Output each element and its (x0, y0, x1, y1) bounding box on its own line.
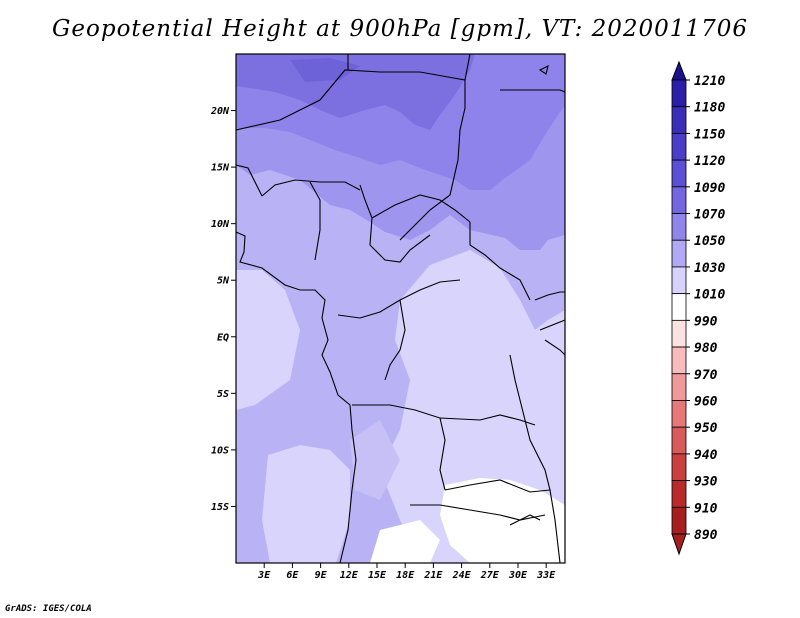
colorbar-swatch (671, 453, 687, 481)
y-axis: 20N 15N 10N 5N EQ 5S 10S 15S (210, 106, 236, 513)
colorbar-label: 890 (694, 528, 718, 543)
x-tick-label: 12E (340, 570, 359, 581)
x-tick-label: 30E (508, 570, 528, 581)
y-tick-label: EQ (217, 332, 229, 343)
y-tick-label: 20N (210, 106, 230, 117)
x-tick-label: 27E (480, 570, 500, 581)
colorbar-label: 990 (694, 314, 718, 329)
y-tick-label: 15N (211, 163, 230, 174)
x-tick-label: 9E (315, 570, 328, 581)
colorbar-swatch (671, 293, 687, 321)
colorbar-label: 1180 (694, 101, 725, 116)
chart-title: Geopotential Height at 900hPa [gpm], VT:… (52, 16, 748, 42)
colorbar-label: 1120 (694, 154, 725, 169)
colorbar-swatch (671, 239, 687, 268)
colorbar-swatch (671, 319, 687, 348)
colorbar: 1210 1180 1150 1120 1090 1070 1050 1030 1010 990 9… (671, 60, 725, 556)
field-1010-west (236, 270, 300, 410)
colorbar-label: 910 (694, 501, 718, 516)
colorbar-swatch (671, 159, 687, 188)
colorbar-swatch (671, 266, 687, 295)
colorbar-swatch (671, 106, 687, 134)
colorbar-label: 1030 (694, 261, 725, 276)
field-1090 (236, 54, 475, 130)
colorbar-label: 980 (694, 341, 718, 356)
colorbar-label: 1070 (694, 208, 725, 223)
x-tick-label: 15E (368, 570, 387, 581)
colorbar-swatch (671, 133, 687, 161)
y-tick-label: 10S (211, 445, 229, 456)
y-tick-label: 5N (217, 276, 230, 287)
colorbar-swatch (671, 373, 687, 401)
colorbar-label: 970 (694, 368, 718, 383)
colorbar-label: 950 (694, 421, 718, 436)
y-tick-label: 10N (211, 219, 230, 230)
colorbar-label: 1090 (694, 181, 725, 196)
colorbar-label: 940 (694, 448, 718, 463)
y-tick-label: 5S (217, 389, 229, 400)
colorbar-swatch (671, 346, 687, 375)
country-borders (236, 54, 565, 563)
x-tick-label: 24E (452, 570, 472, 581)
map-frame (235, 53, 566, 564)
x-tick-label: 6E (286, 570, 299, 581)
colorbar-top-arrow (671, 60, 687, 81)
colorbar-label: 1210 (694, 74, 725, 89)
colorbar-swatch (671, 480, 687, 508)
colorbar-label: 930 (694, 475, 718, 490)
map-field (236, 54, 565, 563)
colorbar-label: 960 (694, 394, 718, 409)
x-tick-label: 33E (536, 570, 556, 581)
colorbar-swatch (671, 506, 687, 535)
field-990 (440, 478, 565, 563)
x-tick-label: 3E (257, 570, 271, 581)
x-tick-label: 21E (423, 570, 443, 581)
colorbar-swatch (671, 186, 687, 214)
colorbar-label: 1010 (694, 288, 725, 303)
colorbar-swatch (671, 213, 687, 241)
colorbar-swatch (671, 79, 687, 108)
colorbar-swatch (671, 400, 687, 428)
colorbar-label: 1150 (694, 127, 725, 142)
colorbar-swatch (671, 426, 687, 455)
grads-credit: GrADS: IGES/COLA (5, 604, 92, 614)
colorbar-label: 1050 (694, 234, 725, 249)
colorbar-bottom-arrow (671, 533, 687, 556)
x-tick-label: 18E (396, 570, 415, 581)
x-axis: 3E 6E 9E 12E 15E 18E 21E 24E 27E 30E 33E (257, 563, 556, 581)
y-tick-label: 15S (211, 502, 229, 513)
